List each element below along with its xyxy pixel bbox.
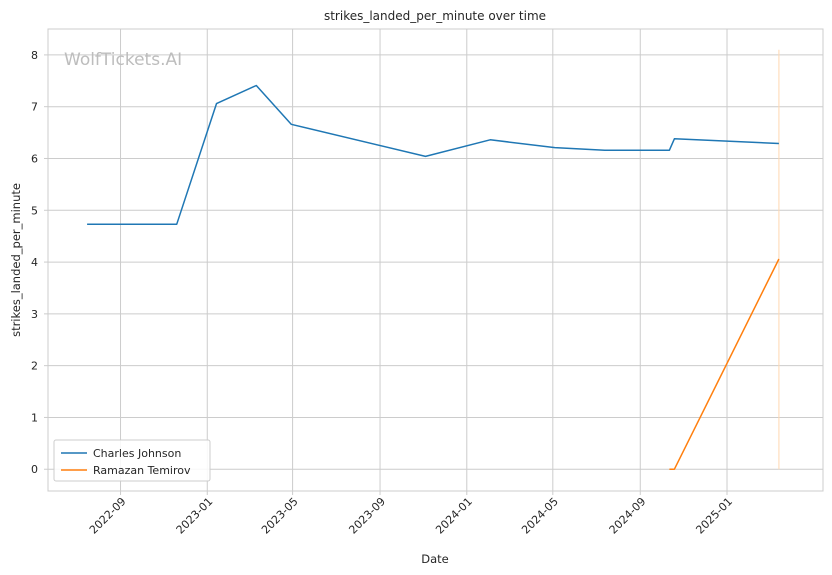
x-axis-label: Date [421,552,449,566]
y-tick-label: 3 [31,308,38,321]
x-tick-label: 2024-01 [433,495,475,537]
y-tick-label: 5 [31,204,38,217]
grid [48,29,823,491]
y-tick-label: 8 [31,49,38,62]
chart-title: strikes_landed_per_minute over time [324,9,546,23]
x-tick-label: 2023-01 [174,495,216,537]
y-axis-label: strikes_landed_per_minute [9,183,23,337]
series-lines [87,84,780,470]
x-tick-label: 2023-09 [346,495,388,537]
plot-border [47,28,824,492]
series-line-charles-johnson [87,84,779,226]
x-tick-label: 2024-05 [519,495,561,537]
legend-label-ramazan-temirov: Ramazan Temirov [93,464,191,477]
x-tick-label: 2022-09 [87,495,129,537]
x-axis-ticks: 2022-09 2023-01 2023-05 2023-09 2024-01 2024-… [87,491,735,537]
watermark: WolfTickets.AI [64,50,182,70]
x-tick-label: 2025-01 [693,495,735,537]
y-tick-label: 1 [31,411,38,424]
y-tick-label: 6 [31,152,38,165]
x-tick-label: 2024-09 [607,495,649,537]
legend: Charles Johnson Ramazan Temirov [53,439,211,482]
y-axis-ticks: 0 1 2 3 4 5 6 7 8 [31,49,48,476]
series-line-ramazan-temirov [669,258,780,470]
legend-label-charles-johnson: Charles Johnson [93,447,181,460]
y-tick-label: 7 [31,101,38,114]
y-tick-label: 0 [31,463,38,476]
legend-box [53,439,211,482]
y-tick-label: 2 [31,360,38,373]
y-tick-label: 4 [31,256,38,269]
plot-frame [47,28,824,492]
x-tick-label: 2023-05 [259,495,301,537]
